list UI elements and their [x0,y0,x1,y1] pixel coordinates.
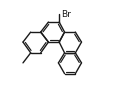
Text: Br: Br [61,10,71,19]
